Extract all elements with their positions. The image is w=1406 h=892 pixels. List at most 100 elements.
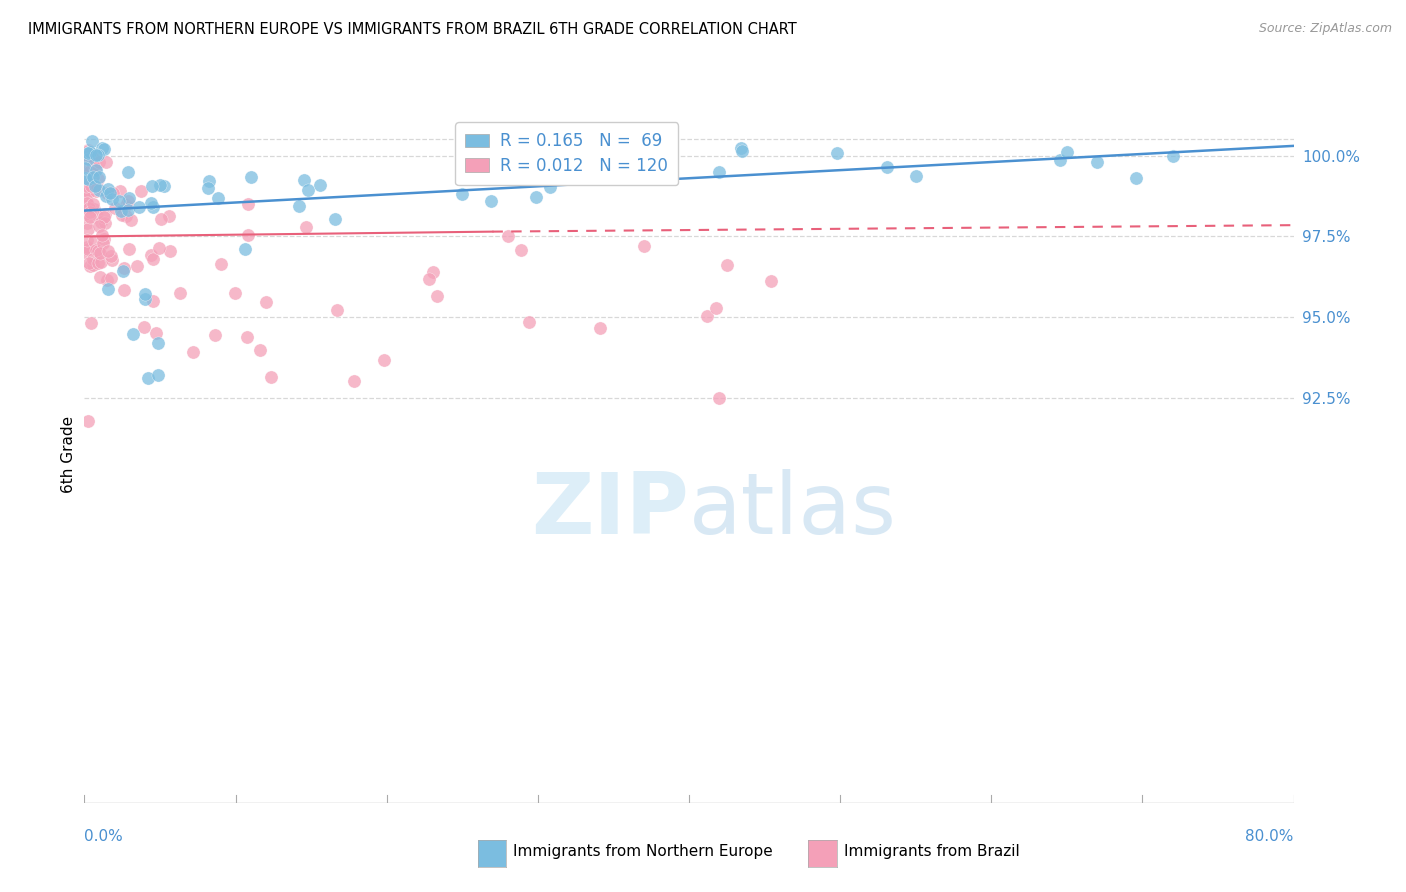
- Point: [79, 145, 101, 160]
- Point: [117, 191, 139, 205]
- Point: [181, 345, 204, 359]
- Point: [73, 244, 96, 259]
- Point: [111, 208, 134, 222]
- Point: [79, 145, 101, 159]
- Point: [249, 343, 271, 357]
- Text: 80.0%: 80.0%: [1246, 829, 1294, 844]
- Point: [633, 239, 655, 253]
- Point: [141, 179, 163, 194]
- Point: [76, 153, 98, 167]
- Point: [117, 242, 139, 256]
- Point: [114, 197, 136, 211]
- Point: [1049, 153, 1071, 168]
- Point: [87, 172, 110, 186]
- Point: [83, 153, 105, 167]
- Point: [519, 315, 541, 329]
- Point: [75, 178, 97, 193]
- Text: 0.0%: 0.0%: [84, 829, 124, 844]
- Point: [82, 158, 104, 172]
- Point: [76, 242, 98, 256]
- Point: [827, 145, 849, 160]
- Point: [79, 164, 101, 178]
- Point: [479, 194, 502, 208]
- Point: [117, 165, 139, 179]
- Point: [129, 184, 152, 198]
- Point: [142, 201, 165, 215]
- Point: [117, 194, 139, 208]
- Point: [460, 165, 482, 179]
- Point: [91, 141, 114, 155]
- Point: [101, 186, 124, 201]
- Point: [101, 192, 124, 206]
- Point: [146, 368, 169, 382]
- Point: [117, 202, 139, 217]
- Point: [139, 195, 162, 210]
- Point: [87, 256, 110, 270]
- Point: [75, 189, 97, 203]
- Point: [538, 179, 561, 194]
- Point: [115, 209, 138, 223]
- Point: [73, 202, 96, 216]
- Point: [110, 204, 132, 219]
- Point: [79, 211, 101, 225]
- Point: [134, 292, 156, 306]
- Point: [97, 282, 120, 296]
- Point: [73, 161, 96, 176]
- Point: [75, 179, 97, 194]
- Point: [240, 169, 263, 184]
- Point: [104, 201, 127, 215]
- Point: [145, 326, 167, 340]
- Point: [120, 213, 142, 227]
- Point: [510, 243, 533, 257]
- Point: [159, 244, 181, 258]
- Point: [84, 244, 107, 258]
- Legend: R = 0.165   N =  69, R = 0.012   N = 120: R = 0.165 N = 69, R = 0.012 N = 120: [456, 122, 678, 185]
- Point: [204, 328, 226, 343]
- Point: [93, 142, 115, 156]
- Point: [224, 286, 246, 301]
- Point: [1125, 171, 1147, 186]
- Point: [77, 145, 100, 160]
- Point: [236, 197, 259, 211]
- Point: [77, 201, 100, 215]
- Point: [75, 184, 97, 198]
- Point: [89, 246, 111, 260]
- Point: [876, 160, 898, 174]
- Point: [292, 173, 315, 187]
- Point: [91, 227, 114, 242]
- Text: Immigrants from Brazil: Immigrants from Brazil: [844, 845, 1019, 859]
- Point: [94, 189, 117, 203]
- Point: [1056, 145, 1078, 160]
- Point: [82, 197, 104, 211]
- Point: [709, 392, 731, 406]
- Point: [100, 249, 122, 263]
- Point: [309, 178, 332, 192]
- Point: [82, 258, 104, 272]
- Point: [89, 270, 111, 285]
- Point: [731, 144, 754, 158]
- Point: [101, 253, 124, 268]
- Point: [77, 186, 100, 201]
- Point: [128, 200, 150, 214]
- Point: [76, 144, 98, 158]
- Point: [704, 301, 727, 315]
- Point: [87, 170, 110, 185]
- Text: ZIP: ZIP: [531, 469, 689, 552]
- Point: [77, 143, 100, 157]
- Point: [905, 169, 928, 183]
- Point: [709, 165, 731, 179]
- Point: [86, 179, 108, 194]
- Point: [86, 147, 108, 161]
- Text: atlas: atlas: [689, 469, 897, 552]
- Point: [80, 316, 103, 330]
- Y-axis label: 6th Grade: 6th Grade: [60, 417, 76, 493]
- Point: [82, 169, 104, 184]
- Point: [207, 191, 229, 205]
- Point: [260, 369, 283, 384]
- Point: [294, 220, 316, 235]
- Point: [79, 205, 101, 219]
- Point: [326, 303, 349, 318]
- Point: [136, 370, 159, 384]
- Point: [75, 242, 97, 256]
- Text: Source: ZipAtlas.com: Source: ZipAtlas.com: [1258, 22, 1392, 36]
